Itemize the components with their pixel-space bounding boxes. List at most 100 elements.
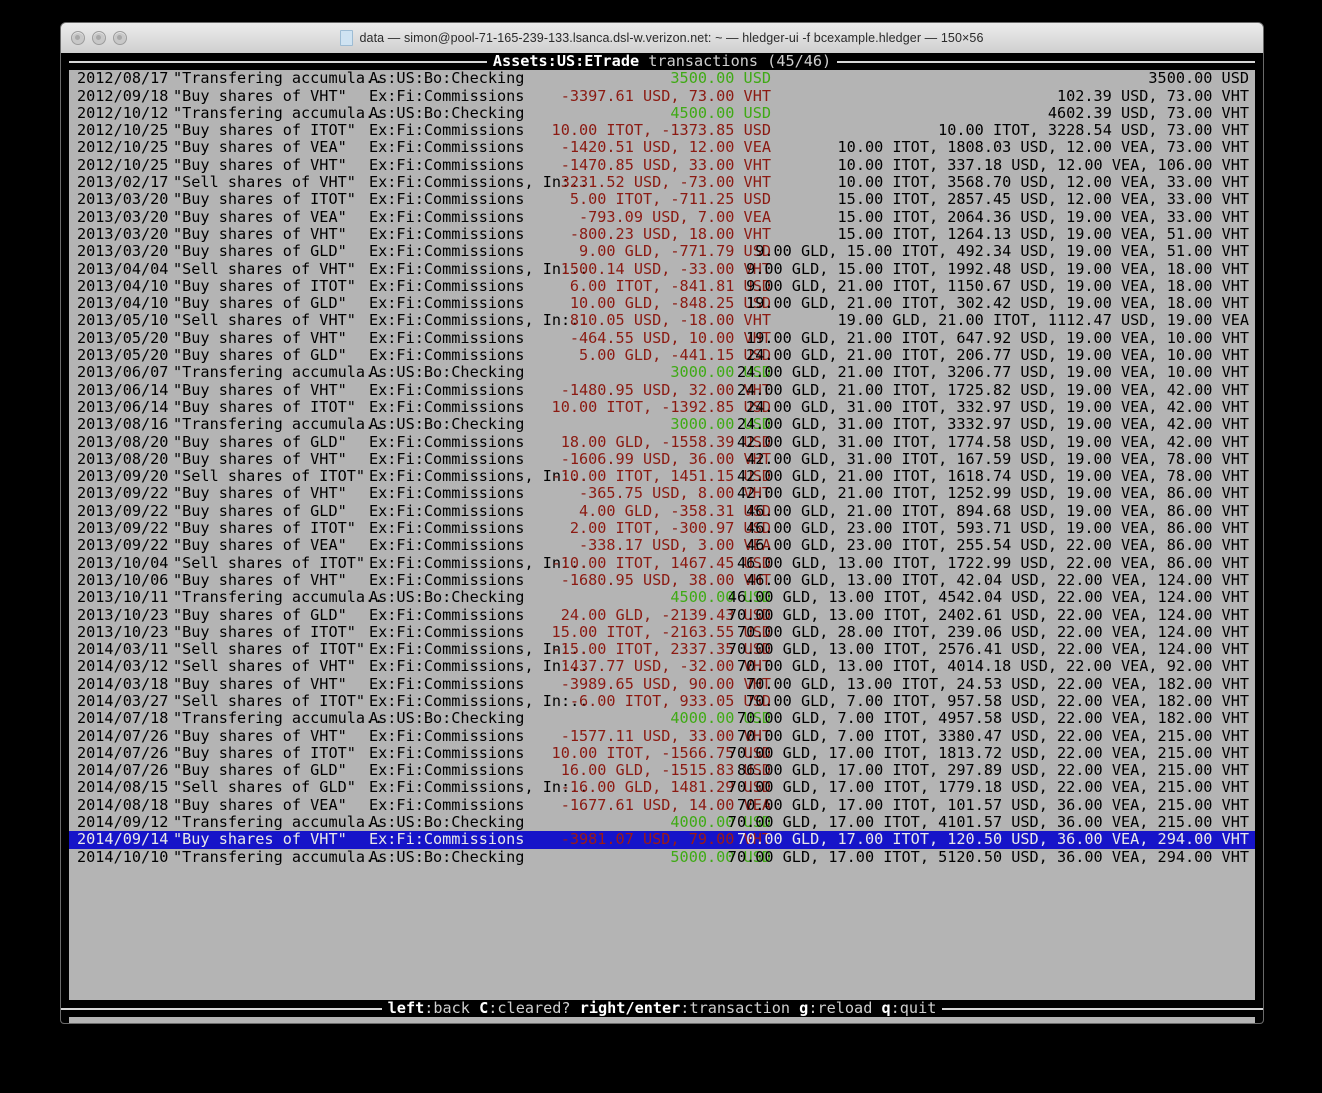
row-change-amount: 4000.00 USD (670, 709, 771, 728)
status-bar-keys[interactable]: left:back C:cleared? right/enter:transac… (388, 999, 937, 1017)
table-row[interactable]: 2014/03/12 "Sell shares of VHT" Ex:Fi:Comm… (69, 658, 1255, 676)
zoom-button[interactable] (113, 31, 127, 45)
table-row[interactable]: 2013/10/11 "Transfering accumula.. As:US:B… (69, 588, 1255, 606)
row-date: 2013/10/23 (77, 622, 169, 641)
table-row[interactable]: 2013/09/22 "Buy shares of VHT" Ex:Fi:Commi… (69, 484, 1255, 503)
table-row[interactable]: 2014/09/14 "Buy shares of VHT" Ex:Fi:Commi… (69, 831, 1255, 849)
row-running-balance: 70.00 GLD, 17.00 ITOT, 101.57 USD, 36.00… (736, 795, 1249, 814)
close-button[interactable] (71, 31, 85, 45)
table-row[interactable]: 2012/08/17 "Transfering accumula.. As:US:B… (69, 69, 1255, 88)
table-row[interactable]: 2013/08/16 "Transfering accumula.. As:US:B… (69, 415, 1255, 433)
table-row[interactable]: 2014/07/26 "Buy shares of VHT" Ex:Fi:Commi… (69, 726, 1255, 745)
table-row[interactable]: 2014/10/10 "Transfering accumula.. As:US:B… (69, 848, 1255, 866)
table-row[interactable]: 2012/10/25 "Buy shares of ITOT" Ex:Fi:Comm… (69, 121, 1255, 139)
row-description: "Sell shares of ITOT" (173, 553, 366, 572)
row-change-amount: -1577.11 USD, 33.00 VHT (560, 726, 771, 745)
row-account: Ex:Fi:Commissions, In:.. (369, 173, 589, 192)
table-row[interactable]: 2014/09/12 "Transfering accumula.. As:US:B… (69, 813, 1255, 831)
row-account: Ex:Fi:Commissions (369, 190, 525, 209)
row-description: "Buy shares of VHT" (173, 328, 347, 347)
window-titlebar[interactable]: data — simon@pool-71-165-239-133.lsanca.… (61, 23, 1263, 54)
table-row[interactable]: 2013/05/10 "Sell shares of VHT" Ex:Fi:Comm… (69, 311, 1255, 330)
row-date: 2013/06/07 (77, 363, 169, 382)
table-row[interactable]: 2014/07/18 "Transfering accumula.. As:US:B… (69, 709, 1255, 728)
row-change-amount: 9.00 GLD, -771.79 USD (578, 242, 771, 261)
row-date: 2013/06/14 (77, 397, 169, 416)
table-row[interactable]: 2013/03/20 "Buy shares of VEA" Ex:Fi:Commi… (69, 208, 1255, 226)
row-description: "Sell shares of VHT" (173, 311, 356, 330)
row-running-balance: 102.39 USD, 73.00 VHT (1056, 86, 1249, 105)
table-row[interactable]: 2013/10/06 "Buy shares of VHT" Ex:Fi:Commi… (69, 570, 1255, 589)
table-row[interactable]: 2013/03/20 "Buy shares of GLD" Ex:Fi:Commi… (69, 242, 1255, 261)
status-key-transaction[interactable]: right/enter (579, 999, 681, 1018)
row-change-amount: -1677.61 USD, 14.00 VEA (560, 795, 771, 814)
table-row[interactable]: 2013/05/20 "Buy shares of VHT" Ex:Fi:Commi… (69, 328, 1255, 347)
table-row[interactable]: 2014/07/26 "Buy shares of ITOT" Ex:Fi:Comm… (69, 743, 1255, 762)
row-running-balance: 24.00 GLD, 21.00 ITOT, 1725.82 USD, 19.0… (736, 380, 1249, 399)
row-change-amount: 3231.52 USD, -73.00 VHT (560, 173, 771, 192)
table-row[interactable]: 2013/06/07 "Transfering accumula.. As:US:B… (69, 363, 1255, 382)
table-row[interactable]: 2013/09/22 "Buy shares of GLD" Ex:Fi:Commi… (69, 501, 1255, 520)
status-key-cleared[interactable]: C (479, 999, 489, 1018)
row-account: Ex:Fi:Commissions (369, 86, 525, 105)
table-row[interactable]: 2014/07/26 "Buy shares of GLD" Ex:Fi:Commi… (69, 761, 1255, 780)
window-controls[interactable] (71, 23, 127, 53)
status-key-quit[interactable]: q (881, 999, 891, 1018)
row-date: 2013/09/22 (77, 501, 169, 520)
row-change-amount: -15.00 ITOT, 2337.35 USD (551, 640, 771, 659)
table-row[interactable]: 2012/10/25 "Buy shares of VEA" Ex:Fi:Commi… (69, 139, 1255, 157)
row-change-amount: 10.00 ITOT, -1566.75 USD (551, 743, 771, 762)
table-row[interactable]: 2013/10/23 "Buy shares of GLD" Ex:Fi:Commi… (69, 605, 1255, 624)
table-row[interactable]: 2013/03/20 "Buy shares of VHT" Ex:Fi:Commi… (69, 224, 1255, 243)
table-row[interactable]: 2014/03/11 "Sell shares of ITOT" Ex:Fi:Com… (69, 640, 1255, 659)
row-change-amount: -16.00 GLD, 1481.29 USD (560, 778, 771, 797)
table-row[interactable]: 2013/06/14 "Buy shares of ITOT" Ex:Fi:Comm… (69, 397, 1255, 416)
table-row[interactable]: 2013/09/20 "Sell shares of ITOT" Ex:Fi:Com… (69, 467, 1255, 486)
table-row[interactable]: 2013/03/20 "Buy shares of ITOT" Ex:Fi:Comm… (69, 190, 1255, 209)
row-account: Ex:Fi:Commissions (369, 501, 525, 520)
row-description: "Sell shares of ITOT" (173, 467, 366, 486)
table-row[interactable]: 2013/02/17 "Sell shares of VHT" Ex:Fi:Comm… (69, 173, 1255, 192)
table-row[interactable]: 2013/08/20 "Buy shares of VHT" Ex:Fi:Commi… (69, 450, 1255, 468)
row-change-amount: 5.00 GLD, -441.15 USD (578, 346, 771, 365)
row-description: "Transfering accumula.. (173, 69, 384, 88)
table-row[interactable]: 2012/10/12 "Transfering accumula.. As:US:B… (69, 103, 1255, 122)
row-running-balance: 4602.39 USD, 73.00 VHT (1047, 103, 1249, 122)
table-row[interactable]: 2012/09/18 "Buy shares of VHT" Ex:Fi:Commi… (69, 86, 1255, 105)
table-row[interactable]: 2014/03/27 "Sell shares of ITOT" Ex:Fi:Com… (69, 692, 1255, 710)
status-action-transaction: :transaction (680, 999, 800, 1018)
transaction-list[interactable]: 2012/08/17 "Transfering accumula.. As:US:B… (69, 69, 1255, 866)
row-account: Ex:Fi:Commissions (369, 397, 525, 416)
minimize-button[interactable] (92, 31, 106, 45)
row-date: 2013/03/20 (77, 224, 169, 243)
row-running-balance: 70.00 GLD, 17.00 ITOT, 1779.18 USD, 22.0… (727, 778, 1249, 797)
status-key-reload[interactable]: g (799, 999, 809, 1018)
table-row[interactable]: 2013/04/04 "Sell shares of VHT" Ex:Fi:Comm… (69, 260, 1255, 278)
table-row[interactable]: 2013/04/10 "Buy shares of ITOT" Ex:Fi:Comm… (69, 277, 1255, 295)
row-account: Ex:Fi:Commissions (369, 484, 525, 503)
table-row[interactable]: 2013/06/14 "Buy shares of VHT" Ex:Fi:Commi… (69, 380, 1255, 399)
row-running-balance: 86.00 GLD, 17.00 ITOT, 297.89 USD, 22.00… (736, 761, 1249, 780)
row-change-amount: 2.00 ITOT, -300.97 USD (569, 519, 771, 538)
row-description: "Transfering accumula.. (173, 103, 384, 122)
row-date: 2013/03/20 (77, 190, 169, 209)
table-row[interactable]: 2014/08/18 "Buy shares of VEA" Ex:Fi:Commi… (69, 795, 1255, 814)
row-description: "Buy shares of VHT" (173, 570, 347, 589)
row-account: Ex:Fi:Commissions (369, 605, 525, 624)
table-row[interactable]: 2013/09/22 "Buy shares of VEA" Ex:Fi:Commi… (69, 537, 1255, 555)
table-row[interactable]: 2013/04/10 "Buy shares of GLD" Ex:Fi:Commi… (69, 294, 1255, 312)
table-row[interactable]: 2014/03/18 "Buy shares of VHT" Ex:Fi:Commi… (69, 675, 1255, 693)
table-row[interactable]: 2013/10/23 "Buy shares of ITOT" Ex:Fi:Comm… (69, 622, 1255, 641)
status-action-back: :back (424, 999, 480, 1018)
table-row[interactable]: 2013/05/20 "Buy shares of GLD" Ex:Fi:Commi… (69, 346, 1255, 365)
table-row[interactable]: 2012/10/25 "Buy shares of VHT" Ex:Fi:Commi… (69, 155, 1255, 174)
table-row[interactable]: 2014/08/15 "Sell shares of GLD" Ex:Fi:Comm… (69, 778, 1255, 797)
row-account: Ex:Fi:Commissions (369, 570, 525, 589)
row-running-balance: 15.00 ITOT, 2857.45 USD, 12.00 VEA, 33.0… (837, 190, 1249, 209)
table-row[interactable]: 2013/09/22 "Buy shares of ITOT" Ex:Fi:Comm… (69, 519, 1255, 538)
table-row[interactable]: 2013/08/20 "Buy shares of GLD" Ex:Fi:Commi… (69, 433, 1255, 451)
row-description: "Buy shares of VHT" (173, 155, 347, 174)
table-row[interactable]: 2013/10/04 "Sell shares of ITOT" Ex:Fi:Com… (69, 553, 1255, 572)
status-key-back[interactable]: left (387, 999, 425, 1018)
